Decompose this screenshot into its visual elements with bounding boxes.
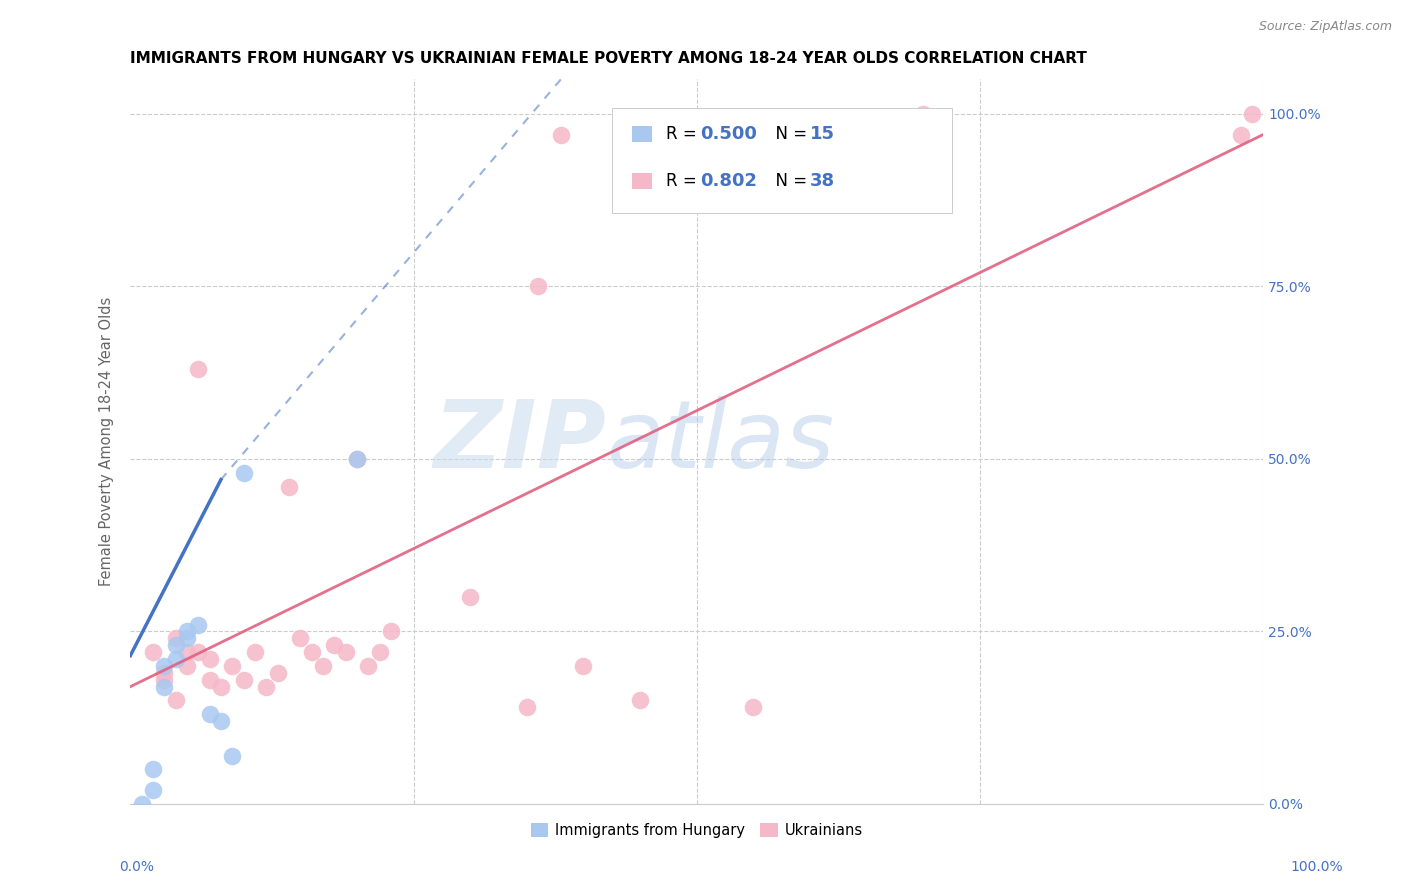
Text: N =: N = bbox=[765, 125, 813, 143]
Point bbox=[209, 680, 232, 694]
Point bbox=[550, 128, 572, 142]
Point bbox=[187, 645, 209, 659]
Text: N =: N = bbox=[765, 172, 813, 190]
FancyBboxPatch shape bbox=[612, 108, 952, 213]
Point bbox=[799, 128, 821, 142]
Text: atlas: atlas bbox=[606, 396, 834, 487]
Point bbox=[232, 673, 254, 687]
Point bbox=[912, 107, 935, 121]
Text: 0.802: 0.802 bbox=[700, 172, 758, 190]
Point bbox=[628, 693, 651, 707]
Point bbox=[1229, 128, 1251, 142]
Point bbox=[346, 451, 368, 466]
Point bbox=[176, 645, 198, 659]
Point bbox=[187, 362, 209, 376]
Point bbox=[153, 659, 176, 673]
Point bbox=[153, 680, 176, 694]
Point bbox=[165, 652, 187, 666]
Point bbox=[301, 645, 323, 659]
Point bbox=[142, 783, 165, 797]
Point bbox=[153, 673, 176, 687]
Point bbox=[357, 659, 380, 673]
Y-axis label: Female Poverty Among 18-24 Year Olds: Female Poverty Among 18-24 Year Olds bbox=[100, 297, 114, 586]
Point bbox=[198, 652, 221, 666]
Point bbox=[198, 707, 221, 722]
Point bbox=[142, 763, 165, 777]
Text: R =: R = bbox=[666, 172, 702, 190]
Point bbox=[572, 659, 595, 673]
Text: 0.500: 0.500 bbox=[700, 125, 756, 143]
Point bbox=[176, 624, 198, 639]
Text: ZIP: ZIP bbox=[433, 396, 606, 488]
Point bbox=[221, 659, 243, 673]
Text: R =: R = bbox=[666, 125, 702, 143]
Point bbox=[742, 700, 765, 714]
Point bbox=[198, 673, 221, 687]
Point bbox=[165, 638, 187, 652]
Point bbox=[187, 617, 209, 632]
Point bbox=[153, 665, 176, 680]
Point bbox=[380, 624, 402, 639]
Text: 15: 15 bbox=[810, 125, 835, 143]
FancyBboxPatch shape bbox=[633, 173, 652, 189]
Point bbox=[131, 797, 153, 811]
Text: IMMIGRANTS FROM HUNGARY VS UKRAINIAN FEMALE POVERTY AMONG 18-24 YEAR OLDS CORREL: IMMIGRANTS FROM HUNGARY VS UKRAINIAN FEM… bbox=[131, 51, 1087, 66]
Text: Source: ZipAtlas.com: Source: ZipAtlas.com bbox=[1258, 20, 1392, 33]
Text: 38: 38 bbox=[810, 172, 835, 190]
Point bbox=[221, 748, 243, 763]
Point bbox=[176, 659, 198, 673]
Point bbox=[254, 680, 277, 694]
FancyBboxPatch shape bbox=[633, 126, 652, 142]
Point bbox=[458, 590, 481, 604]
Text: 100.0%: 100.0% bbox=[1291, 860, 1343, 874]
Point bbox=[232, 466, 254, 480]
Point bbox=[323, 638, 346, 652]
Point bbox=[335, 645, 357, 659]
Point bbox=[290, 632, 312, 646]
Text: 0.0%: 0.0% bbox=[120, 860, 155, 874]
Point bbox=[312, 659, 335, 673]
Point bbox=[368, 645, 391, 659]
Point bbox=[165, 632, 187, 646]
Point bbox=[243, 645, 266, 659]
Point bbox=[527, 279, 550, 293]
Point bbox=[176, 632, 198, 646]
Point bbox=[165, 693, 187, 707]
Point bbox=[278, 479, 301, 493]
Point bbox=[516, 700, 538, 714]
Point bbox=[209, 714, 232, 728]
Point bbox=[346, 451, 368, 466]
Point bbox=[266, 665, 288, 680]
Point bbox=[142, 645, 165, 659]
Legend: Immigrants from Hungary, Ukrainians: Immigrants from Hungary, Ukrainians bbox=[524, 817, 869, 844]
Point bbox=[1240, 107, 1263, 121]
